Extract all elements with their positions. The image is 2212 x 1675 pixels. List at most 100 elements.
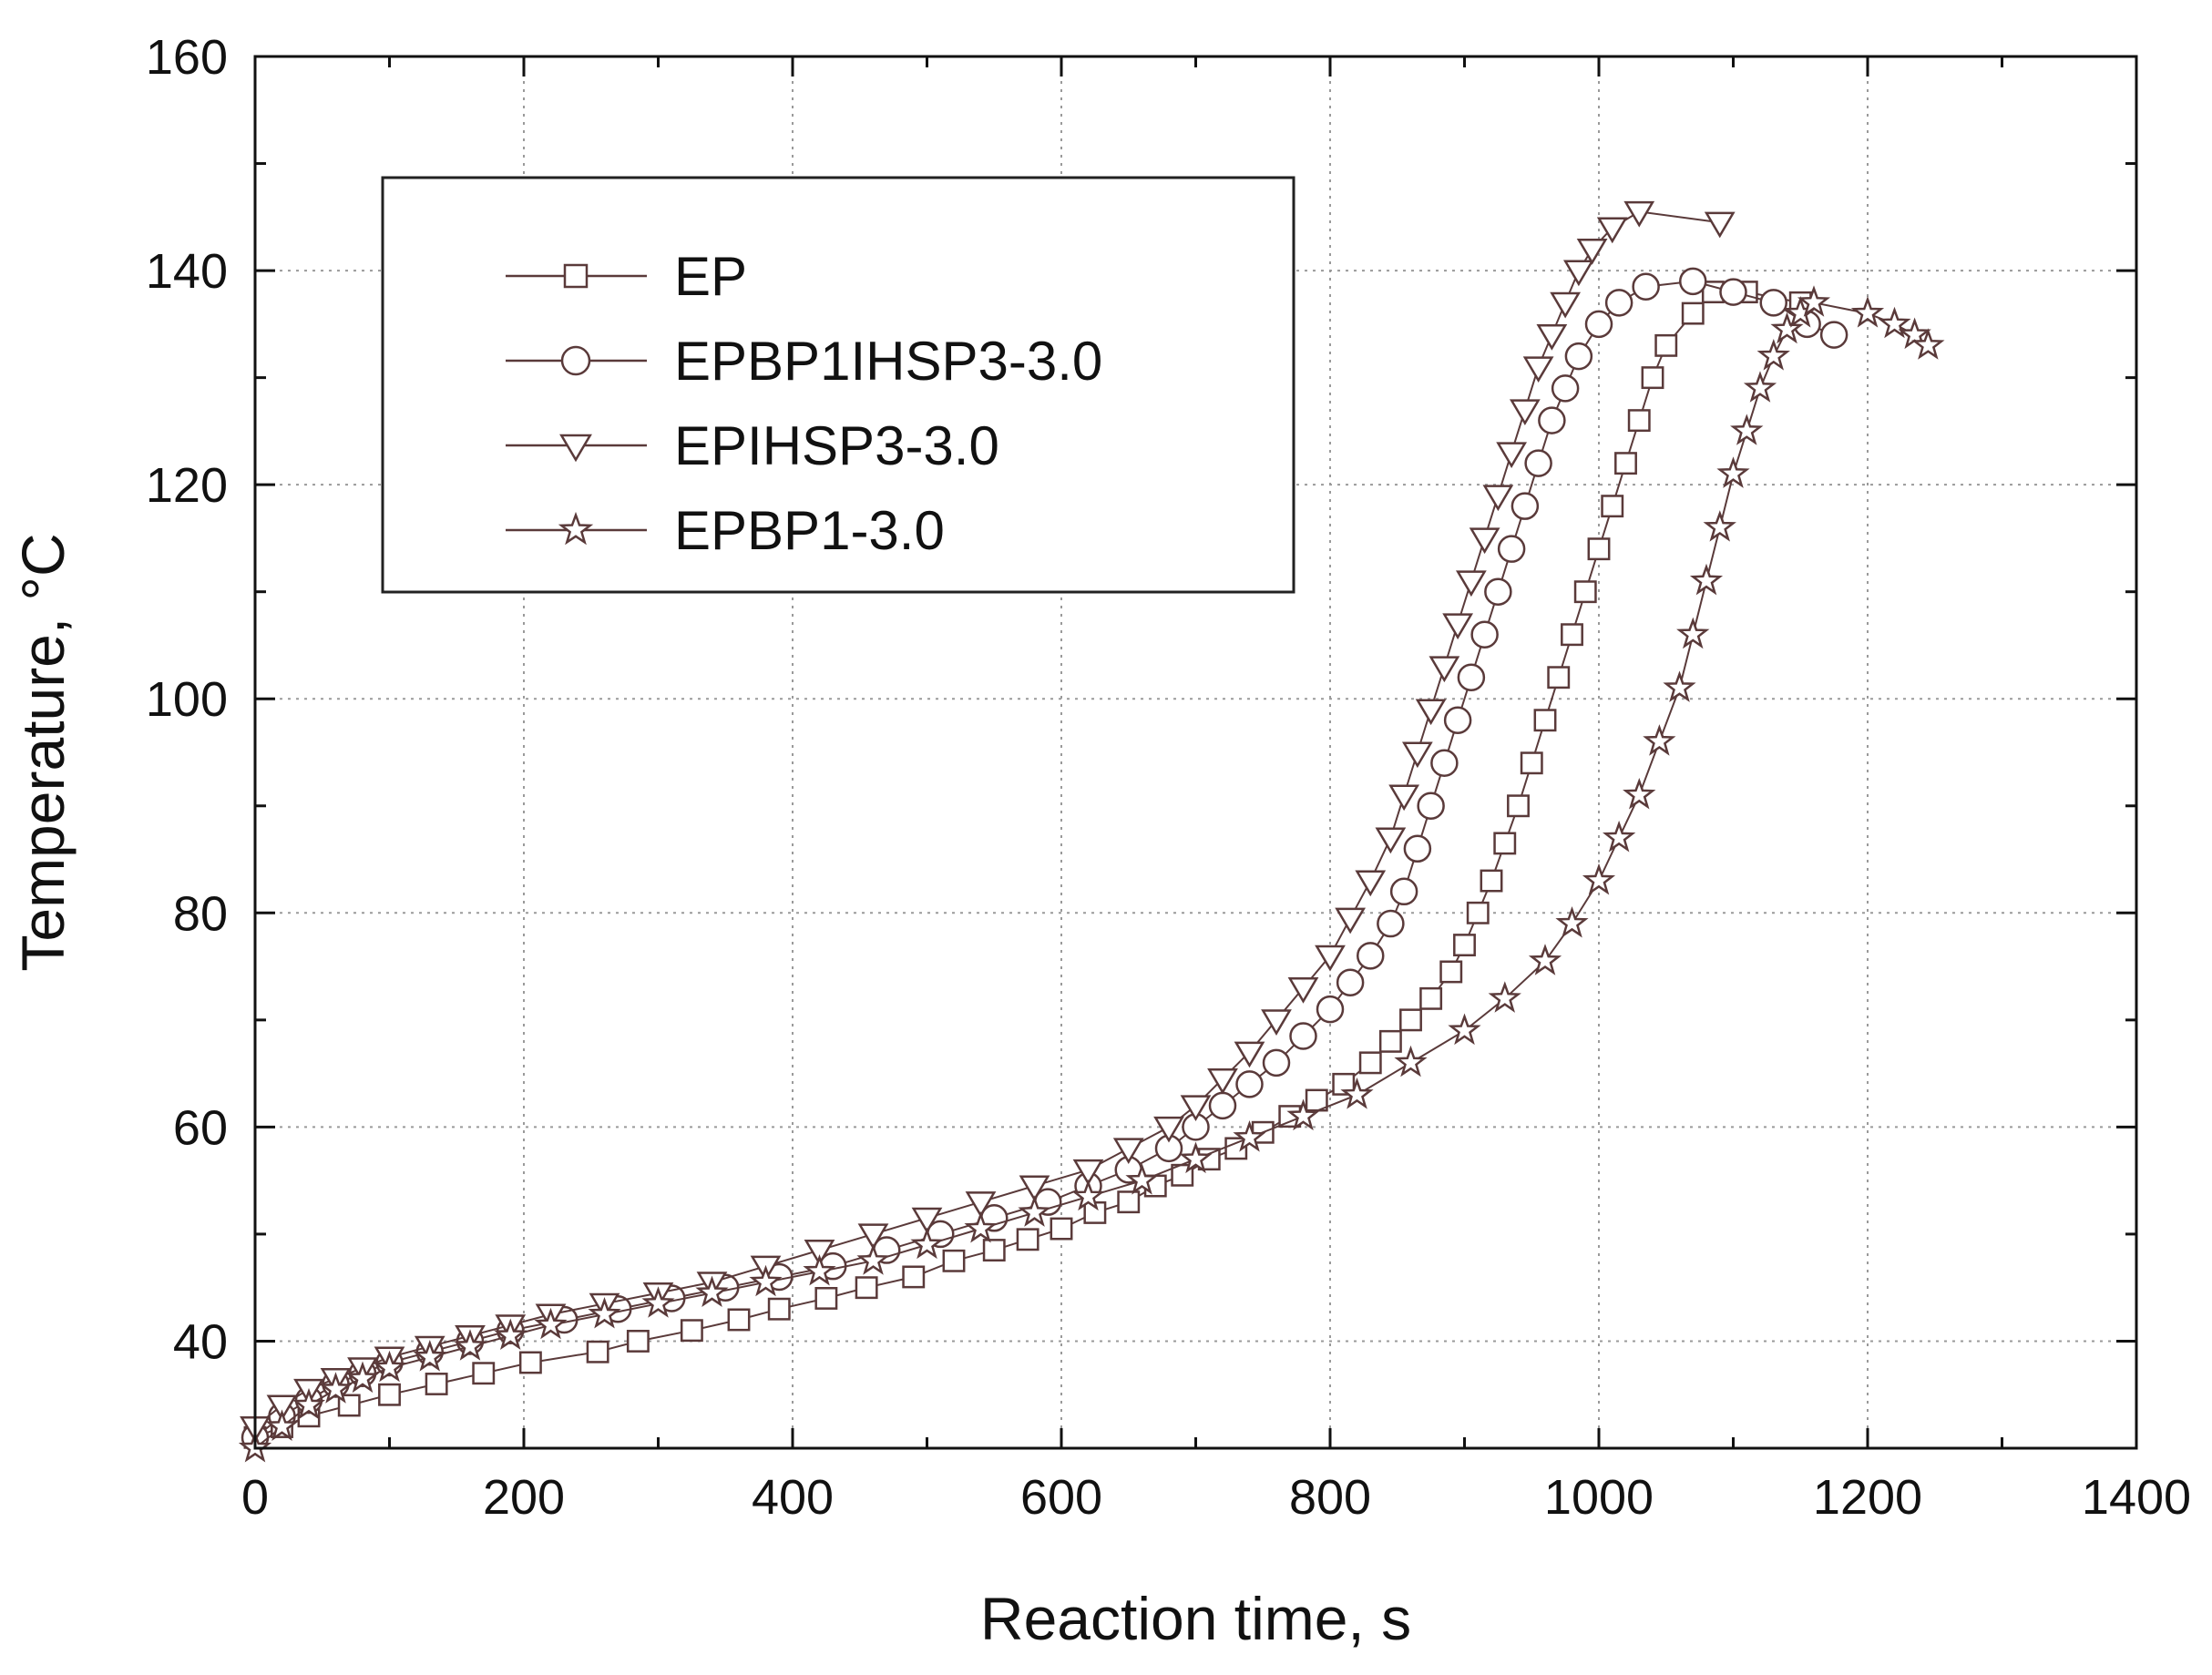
data-point [1016, 1228, 1039, 1251]
data-point [1623, 200, 1655, 228]
data-point [1614, 452, 1637, 475]
series-square [243, 281, 1812, 1449]
data-point [494, 1318, 527, 1350]
data-point [1564, 342, 1593, 371]
data-point [534, 1307, 568, 1340]
data-point [1716, 456, 1750, 488]
data-point [1358, 1051, 1382, 1075]
data-point [1377, 909, 1405, 938]
data-point [1623, 777, 1656, 810]
series-star [238, 285, 1945, 1463]
data-point [1443, 706, 1472, 734]
data-point [1654, 333, 1678, 357]
data-point [453, 1329, 487, 1361]
data-point [695, 1275, 729, 1307]
data-point [1584, 310, 1613, 339]
data-point [1663, 670, 1696, 702]
data-point [1536, 324, 1568, 351]
data-point [1850, 296, 1885, 328]
data-point [1388, 784, 1420, 812]
data-point [1125, 1163, 1159, 1195]
x-tick-label: 1000 [1544, 1470, 1654, 1525]
data-point [1555, 906, 1589, 938]
data-point [1401, 741, 1433, 769]
y-tick-label: 100 [146, 672, 228, 727]
data-point [1378, 1029, 1402, 1053]
data-point [1719, 278, 1747, 306]
data-point [1482, 485, 1514, 512]
data-point [1375, 827, 1407, 854]
y-tick-label: 40 [173, 1314, 228, 1369]
data-point [1497, 535, 1526, 563]
data-point [1439, 960, 1463, 984]
data-point [586, 1340, 609, 1363]
data-point [857, 1223, 889, 1251]
data-point [472, 1362, 496, 1385]
axis-ticks [253, 55, 2138, 1450]
data-point [1469, 527, 1500, 555]
data-point [1551, 374, 1580, 403]
data-point [1336, 968, 1365, 996]
data-point [626, 1330, 650, 1353]
data-point [1911, 328, 1945, 360]
data-point [1547, 666, 1571, 689]
data-point [1357, 942, 1385, 970]
data-point [1207, 1067, 1238, 1095]
data-point [1643, 724, 1676, 756]
data-point [1470, 620, 1499, 649]
y-tick-labels: 40 60 80 100 120 140 160 [146, 30, 228, 1369]
data-point [1819, 321, 1848, 349]
data-point [1224, 1137, 1248, 1160]
data-point [1179, 1141, 1213, 1174]
data-point [1287, 977, 1319, 1004]
series-layer [238, 200, 1945, 1463]
data-point [1117, 1190, 1141, 1214]
legend-label: EPBP1IHSP3-3.0 [674, 331, 1102, 392]
data-point [1442, 613, 1474, 640]
data-point [1394, 1045, 1428, 1078]
data-point [1466, 901, 1490, 924]
data-point [1235, 1070, 1264, 1098]
legend-marker [558, 511, 594, 546]
data-point [345, 1361, 380, 1394]
data-point [1676, 617, 1710, 649]
data-point [1562, 260, 1594, 287]
y-axis-label: Temperature, °C [9, 533, 77, 971]
data-point [1261, 1009, 1292, 1037]
data-point [1430, 749, 1459, 778]
data-point [1576, 239, 1608, 265]
data-point [1417, 792, 1445, 821]
legend-marker [559, 434, 592, 463]
data-point [767, 1297, 791, 1321]
data-point [1208, 1091, 1237, 1120]
data-point [1455, 570, 1487, 597]
data-point [1627, 409, 1651, 433]
data-point [749, 1264, 783, 1297]
data-point [856, 1243, 890, 1275]
data-point [910, 1227, 944, 1260]
data-point [982, 1239, 1006, 1262]
data-point [1550, 291, 1582, 319]
data-point [378, 1383, 401, 1406]
data-point [1704, 211, 1736, 239]
data-point [1689, 563, 1724, 596]
data-point [1233, 1120, 1266, 1152]
data-point [1286, 1098, 1320, 1131]
data-point [373, 1350, 406, 1383]
data-point [588, 1297, 621, 1329]
data-point [1533, 709, 1557, 732]
data-point [1582, 863, 1616, 895]
data-point [1743, 371, 1777, 403]
data-point [1770, 312, 1804, 344]
data-point [1316, 995, 1345, 1024]
data-point [1528, 944, 1562, 975]
data-point [1018, 1195, 1051, 1227]
data-point [1415, 699, 1447, 726]
y-tick-label: 80 [173, 886, 228, 941]
data-point [1573, 580, 1597, 604]
data-point [902, 1265, 926, 1289]
x-tick-labels: 0 200 400 600 800 1000 1200 1400 [241, 1470, 2191, 1525]
data-point [1340, 1078, 1374, 1109]
data-point [1878, 306, 1911, 339]
